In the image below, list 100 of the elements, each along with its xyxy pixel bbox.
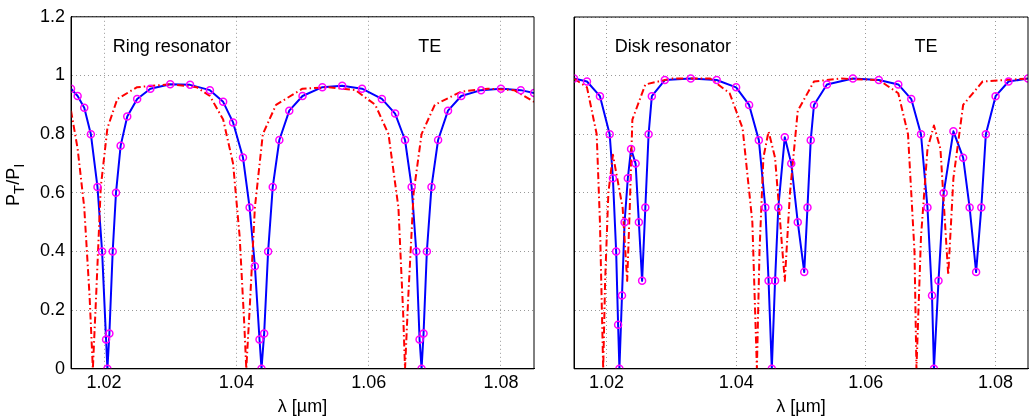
point (939, 188, 948, 198)
point (275, 135, 284, 145)
point (97, 247, 107, 256)
x-tick-label: 1.06 (351, 371, 387, 392)
annotation: Ring resonator (112, 35, 231, 56)
x-tick-label: 1.02 (86, 371, 122, 392)
point (582, 77, 592, 86)
point (422, 247, 432, 256)
point (412, 247, 421, 256)
point (647, 91, 657, 101)
point (971, 267, 981, 277)
point (122, 112, 132, 121)
point (377, 94, 387, 104)
point (774, 203, 783, 212)
point (634, 217, 644, 227)
point (787, 159, 796, 168)
point (780, 132, 790, 142)
point (443, 106, 453, 115)
annotation: TE (418, 35, 442, 56)
point (132, 94, 142, 104)
y-tick-label: 0.8 (39, 123, 66, 144)
point (991, 91, 1000, 101)
point (916, 130, 926, 139)
point (318, 82, 327, 92)
x-tick-label: 1.04 (218, 371, 254, 392)
annotation: TE (914, 35, 938, 56)
point (185, 80, 195, 90)
point (259, 329, 269, 338)
point (806, 135, 815, 145)
point (108, 247, 117, 256)
point (608, 173, 618, 183)
point (927, 291, 937, 300)
point (754, 135, 764, 145)
point (761, 203, 770, 212)
point (611, 247, 621, 256)
point (613, 320, 623, 330)
point (298, 91, 307, 101)
point (1004, 77, 1013, 86)
point (400, 135, 410, 145)
point (822, 80, 832, 89)
point (744, 100, 754, 110)
point (731, 83, 741, 92)
point (427, 182, 436, 192)
point (626, 144, 636, 154)
point (907, 94, 916, 104)
point (923, 203, 932, 212)
point (105, 329, 114, 338)
y-tick-label: 1.2 (39, 5, 66, 26)
point (86, 129, 96, 139)
point (390, 109, 400, 118)
point (595, 91, 605, 101)
point (457, 91, 466, 101)
x-tick-label: 1.06 (848, 371, 884, 392)
y-tick-label: 0.2 (39, 299, 66, 320)
point (268, 182, 277, 192)
point (415, 335, 424, 344)
point (965, 203, 974, 212)
y-tick-label: 0.4 (39, 240, 66, 261)
point (631, 159, 640, 168)
point (476, 85, 486, 95)
point (419, 329, 428, 338)
x-tick-label: 1.08 (483, 371, 519, 392)
x-tick-label: 1.08 (978, 371, 1014, 392)
point (255, 335, 264, 344)
point (228, 118, 238, 127)
point (617, 291, 627, 300)
point (605, 130, 614, 139)
point (433, 135, 443, 145)
point (337, 81, 347, 90)
point (116, 141, 125, 151)
point (894, 80, 903, 89)
point (111, 188, 121, 198)
point (799, 267, 809, 277)
point (205, 85, 215, 95)
annotation: Disk resonator (614, 35, 731, 56)
point (981, 130, 991, 139)
y-tick-label: 1 (55, 64, 66, 85)
point (644, 130, 653, 139)
point (245, 203, 254, 212)
point (218, 97, 228, 107)
point (238, 153, 248, 162)
point (770, 276, 780, 286)
point (874, 75, 884, 85)
point (620, 217, 629, 227)
x-axis-title: λ [µm] (776, 396, 826, 417)
point (793, 217, 803, 227)
point (712, 75, 721, 85)
point (848, 74, 858, 83)
point (263, 247, 273, 256)
x-tick-label: 1.02 (588, 371, 624, 392)
point (516, 85, 526, 95)
point (809, 100, 819, 110)
point (250, 261, 260, 271)
point (80, 103, 89, 112)
point (101, 335, 111, 344)
y-tick-label: 0 (55, 357, 66, 378)
point (660, 75, 670, 85)
point (764, 276, 773, 286)
point (496, 84, 506, 93)
point (934, 276, 943, 286)
